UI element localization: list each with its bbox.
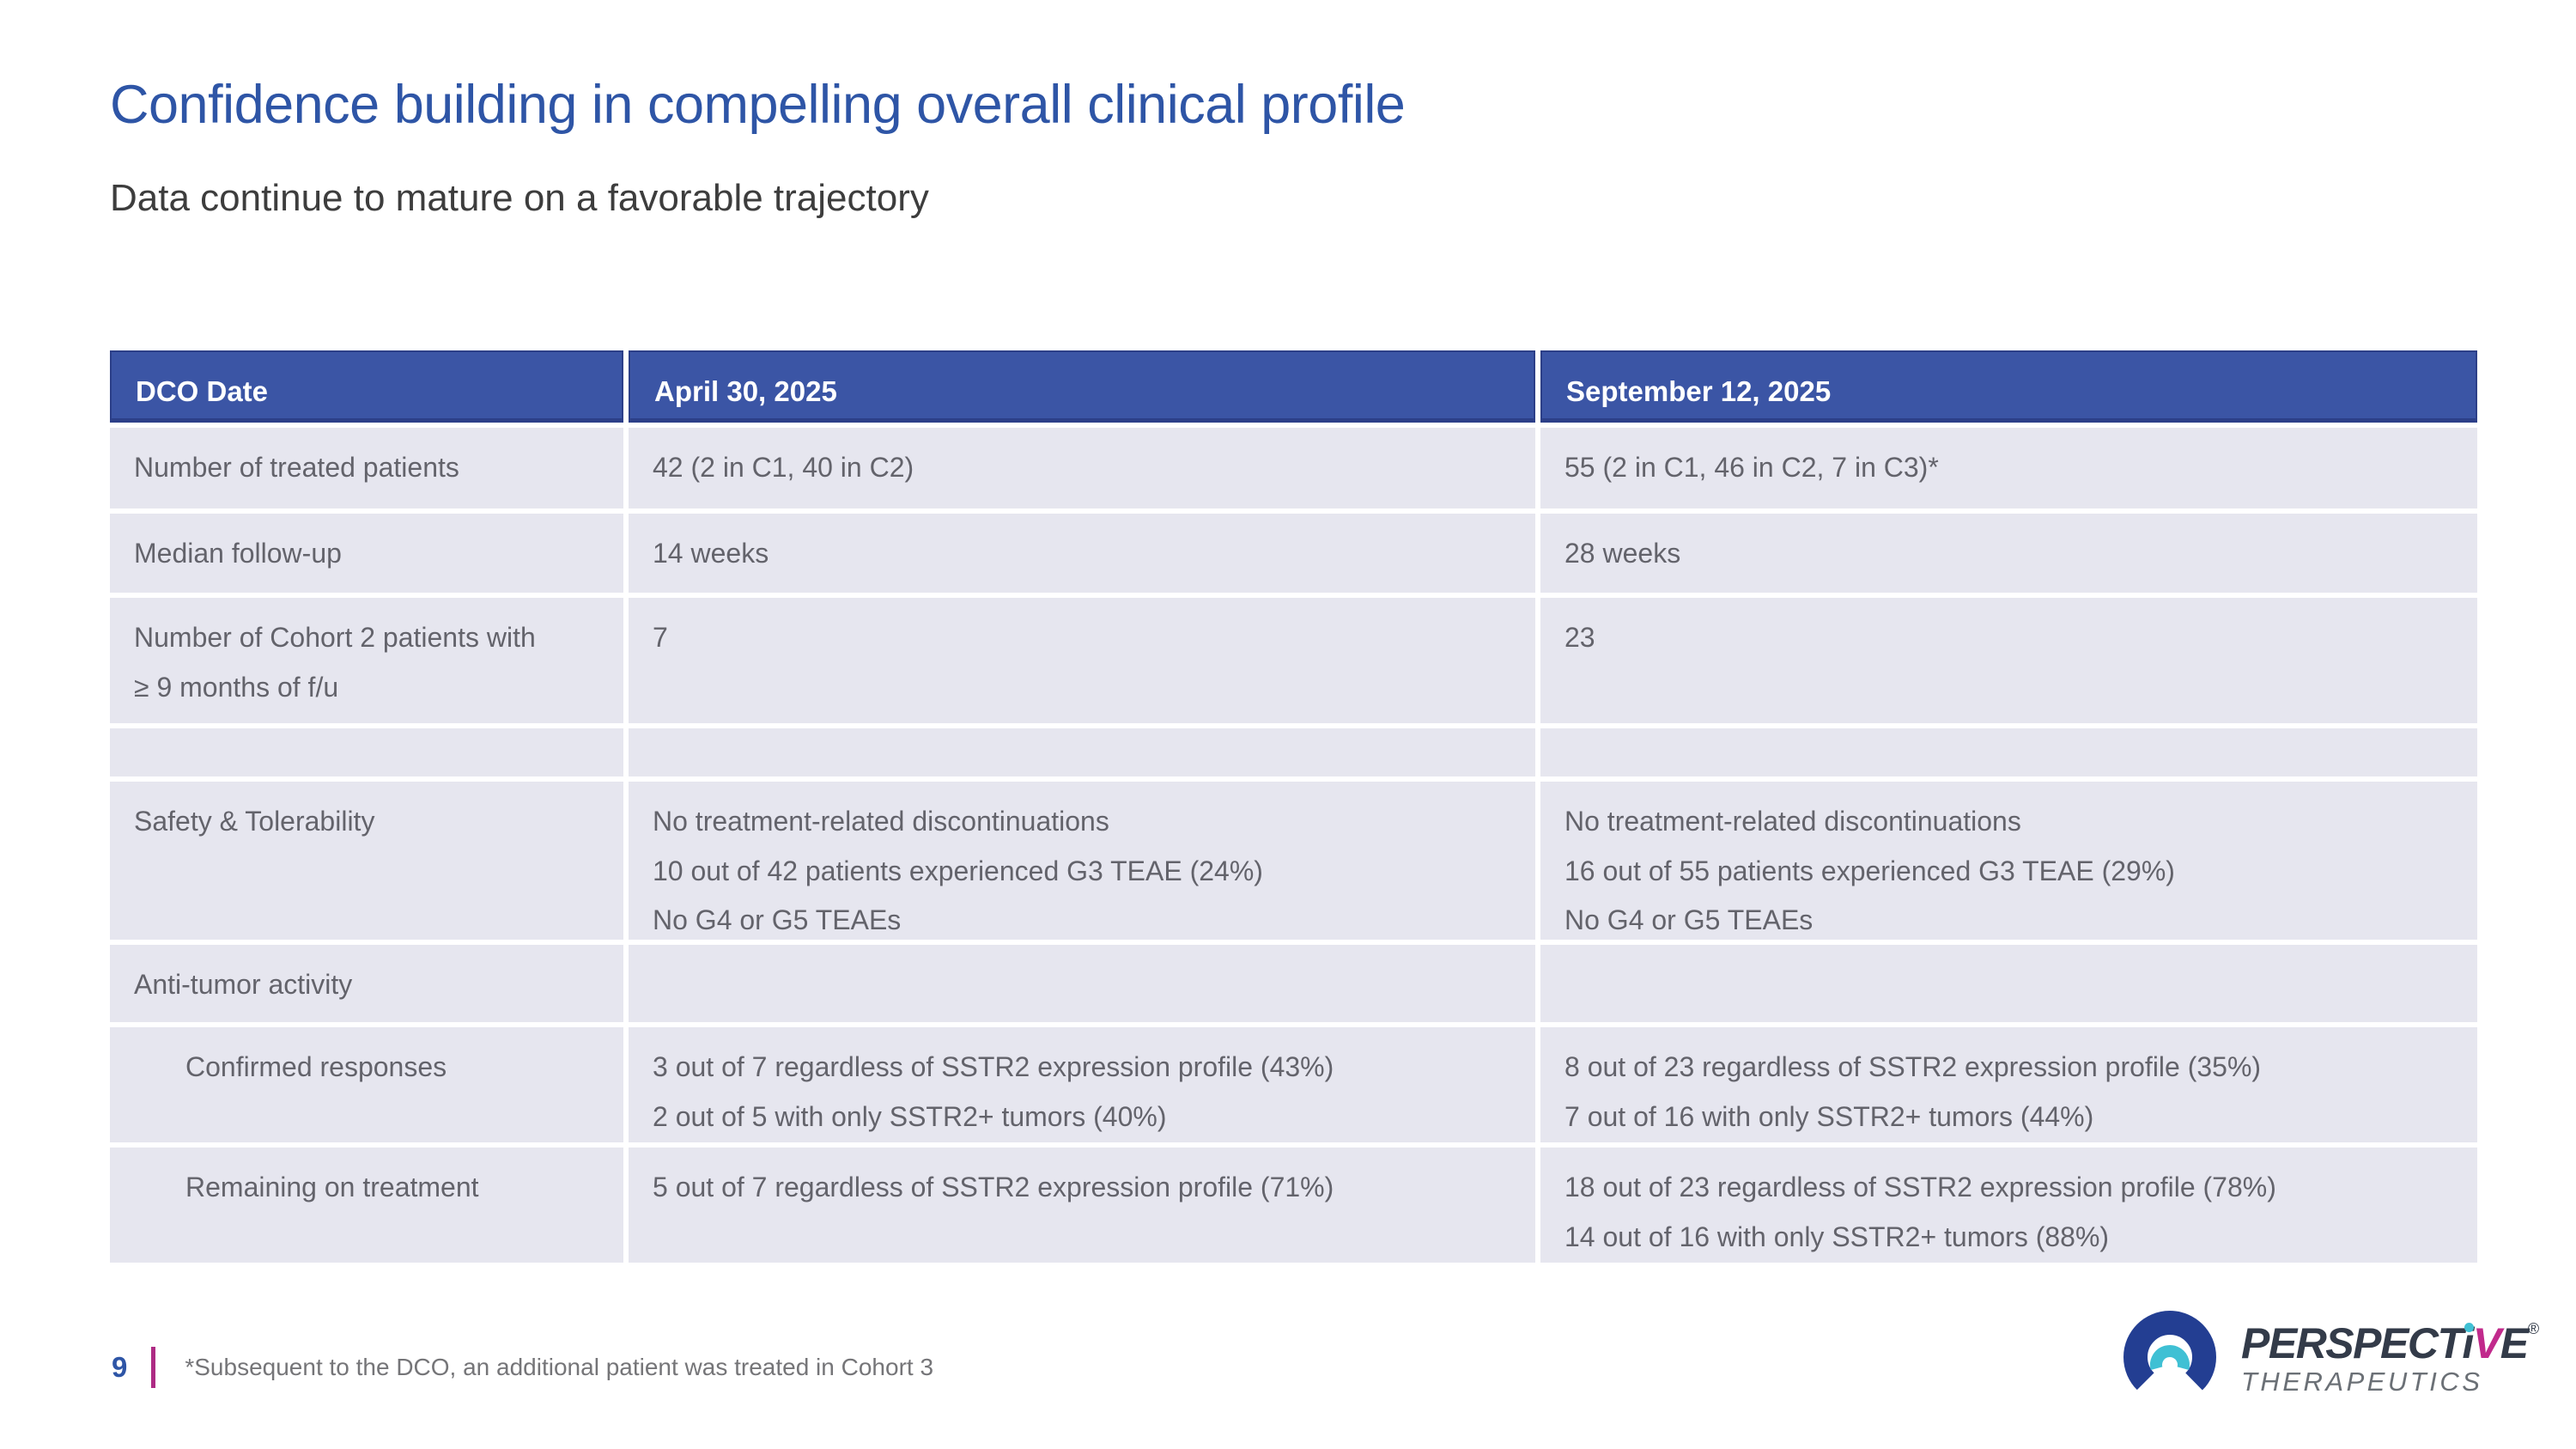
cell-safety-sep: No treatment-related discontinuations 16 … xyxy=(1540,782,2477,940)
cell-median-follow-up-apr: 14 weeks xyxy=(629,514,1535,593)
row-label-treated-patients: Number of treated patients xyxy=(110,428,623,508)
row-label-confirmed-responses: Confirmed responses xyxy=(110,1027,623,1142)
cell-spacer-apr xyxy=(629,728,1535,776)
logo-word-e: E xyxy=(2500,1319,2529,1367)
row-label-remaining-on-treatment: Remaining on treatment xyxy=(110,1148,623,1263)
logo-arc-icon xyxy=(2123,1311,2216,1403)
row-label-cohort2-9-months: Number of Cohort 2 patients with ≥ 9 mon… xyxy=(110,598,623,723)
cell-anti-tumor-apr xyxy=(629,945,1535,1022)
logo-brand-name: PERSPECTiVE® xyxy=(2241,1319,2539,1367)
cell-remaining-on-treatment-apr: 5 out of 7 regardless of SSTR2 expressio… xyxy=(629,1148,1535,1263)
cell-anti-tumor-sep xyxy=(1540,945,2477,1022)
page-title: Confidence building in compelling overal… xyxy=(110,75,1406,135)
row-label-anti-tumor-activity: Anti-tumor activity xyxy=(110,945,623,1022)
dco-comparison-table: DCO Date April 30, 2025 September 12, 20… xyxy=(110,350,2477,1263)
column-header-september-12-2025: September 12, 2025 xyxy=(1540,350,2477,423)
row-label-spacer xyxy=(110,728,623,776)
column-header-dco-date: DCO Date xyxy=(110,350,623,423)
cell-treated-patients-sep: 55 (2 in C1, 46 in C2, 7 in C3)* xyxy=(1540,428,2477,508)
logo-wordmark: PERSPECTiVE® THERAPEUTICS xyxy=(2241,1302,2539,1397)
page-subtitle: Data continue to mature on a favorable t… xyxy=(110,177,929,219)
page-number: 9 xyxy=(112,1351,128,1383)
perspective-therapeutics-logo: PERSPECTiVE® THERAPEUTICS xyxy=(2112,1302,2539,1422)
cell-safety-apr: No treatment-related discontinuations 10 … xyxy=(629,782,1535,940)
cell-spacer-sep xyxy=(1540,728,2477,776)
cell-treated-patients-apr: 42 (2 in C1, 40 in C2) xyxy=(629,428,1535,508)
cell-remaining-on-treatment-sep: 18 out of 23 regardless of SSTR2 express… xyxy=(1540,1148,2477,1263)
cell-cohort2-9-months-apr: 7 xyxy=(629,598,1535,723)
cell-confirmed-responses-sep: 8 out of 23 regardless of SSTR2 expressi… xyxy=(1540,1027,2477,1142)
logo-brand-subtext: THERAPEUTICS xyxy=(2241,1367,2483,1397)
footnote-text: *Subsequent to the DCO, an additional pa… xyxy=(185,1354,934,1380)
cell-cohort2-9-months-sep: 23 xyxy=(1540,598,2477,723)
slide-footer: 9 *Subsequent to the DCO, an additional … xyxy=(112,1347,933,1388)
column-header-april-30-2025: April 30, 2025 xyxy=(629,350,1535,423)
logo-word-i: i xyxy=(2462,1319,2475,1367)
logo-word-v: V xyxy=(2472,1319,2501,1367)
footer-divider-bar xyxy=(151,1347,156,1388)
cell-confirmed-responses-apr: 3 out of 7 regardless of SSTR2 expressio… xyxy=(629,1027,1535,1142)
logo-word-part1: PERSPECT xyxy=(2241,1319,2464,1367)
registered-trademark-symbol: ® xyxy=(2527,1320,2539,1337)
row-label-median-follow-up: Median follow-up xyxy=(110,514,623,593)
row-label-safety-tolerability: Safety & Tolerability xyxy=(110,782,623,940)
cell-median-follow-up-sep: 28 weeks xyxy=(1540,514,2477,593)
